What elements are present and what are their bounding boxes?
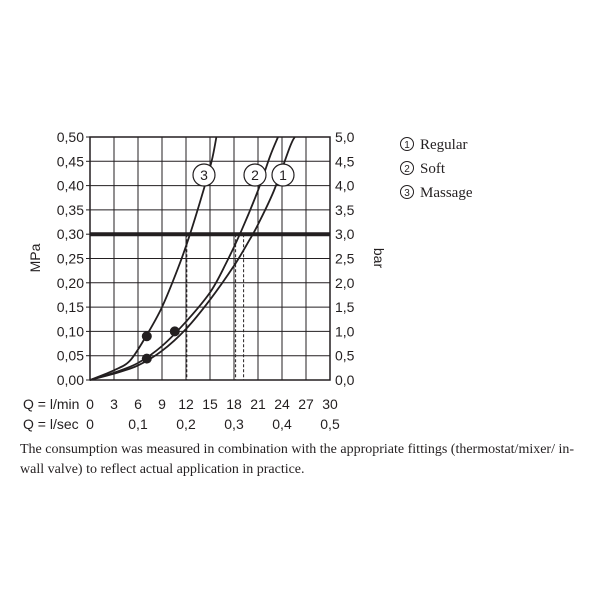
x-lsec-tick-label: 0,1	[128, 416, 148, 432]
chart-markers	[141, 326, 180, 364]
series-label-circle-regular	[271, 163, 295, 187]
series-label-soft: 2	[251, 167, 259, 183]
left-tick-label: 0,05	[57, 348, 84, 364]
chart-legend: 1 Regular 2 Soft 3 Massage	[400, 137, 473, 201]
left-axis-label: MPa	[27, 243, 43, 272]
right-axis-label: bar	[371, 248, 387, 269]
series-dot-massage	[141, 331, 152, 342]
right-tick-label: 1,0	[335, 323, 355, 339]
left-tick-label: 0,00	[57, 372, 84, 388]
left-tick-label: 0,50	[57, 129, 84, 145]
left-axis-ticks: 0,00 0,05 0,10 0,15 0,20 0,25 0,30 0,35 0,40 0,45…	[57, 129, 90, 388]
x-lmin-tick-label: 30	[322, 396, 338, 412]
left-tick-label: 0,45	[57, 153, 84, 169]
left-tick-label: 0,30	[57, 226, 84, 242]
legend-marker-circle	[400, 185, 414, 199]
right-tick-label: 4,5	[335, 153, 355, 169]
series-dot-soft	[169, 326, 180, 337]
right-tick-label: 4,0	[335, 178, 355, 194]
x-lmin-tick-label: 0	[86, 396, 94, 412]
reference-drop-lines	[186, 234, 245, 380]
x-lsec-tick-label: 0	[86, 416, 94, 432]
x-lsec-tick-label: 0,3	[224, 416, 244, 432]
x-lmin-tick-label: 9	[158, 396, 166, 412]
series-line-regular	[89, 136, 296, 381]
x-lsec-tick-label: 0,4	[272, 416, 292, 432]
left-tick-label: 0,20	[57, 275, 84, 291]
x-axis-lmin-ticks: 0 3 6 9 12 15 18 21 24 27 30	[86, 396, 338, 412]
series-marker-labels: 1 2 3	[192, 163, 295, 187]
x-axis-lsec-label: Q = l/sec	[23, 416, 79, 432]
right-tick-label: 3,0	[335, 226, 355, 242]
right-tick-label: 1,5	[335, 299, 355, 315]
left-tick-label: 0,15	[57, 299, 84, 315]
right-tick-label: 2,0	[335, 275, 355, 291]
x-lsec-tick-label: 0,2	[176, 416, 196, 432]
x-lsec-tick-label: 0,5	[320, 416, 340, 432]
legend-marker-number: 1	[404, 140, 410, 151]
x-lmin-tick-label: 18	[226, 396, 242, 412]
left-tick-label: 0,10	[57, 323, 84, 339]
right-axis-ticks: 0,0 0,5 1,0 1,5 2,0 2,5 3,0 3,5 4,0 4,5 5,0	[335, 129, 355, 388]
right-tick-label: 0,5	[335, 348, 355, 364]
series-label-circle-massage	[192, 163, 216, 187]
left-tick-label: 0,40	[57, 178, 84, 194]
x-lmin-tick-label: 3	[110, 396, 118, 412]
x-lmin-tick-label: 24	[274, 396, 290, 412]
legend-label-regular: Regular	[420, 137, 467, 153]
x-lmin-tick-label: 21	[250, 396, 266, 412]
legend-marker-circle	[400, 137, 414, 151]
right-tick-label: 2,5	[335, 251, 355, 267]
x-lmin-tick-label: 12	[178, 396, 194, 412]
legend-marker-number: 2	[404, 164, 410, 175]
legend-marker-circle	[400, 161, 414, 175]
x-axis-lmin-label: Q = l/min	[23, 396, 79, 412]
measurement-note: The consumption was measured in combinat…	[20, 442, 575, 477]
x-lmin-tick-label: 6	[134, 396, 142, 412]
series-label-circle-soft	[243, 163, 267, 187]
right-tick-label: 0,0	[335, 372, 355, 388]
x-lmin-tick-label: 15	[202, 396, 218, 412]
legend-marker-number: 3	[404, 188, 410, 199]
legend-label-soft: Soft	[420, 161, 446, 177]
chart-grid	[90, 137, 330, 380]
series-label-regular: 1	[279, 167, 287, 183]
legend-label-massage: Massage	[420, 185, 473, 201]
left-tick-label: 0,35	[57, 202, 84, 218]
series-dot-regular	[141, 353, 152, 364]
series-label-massage: 3	[200, 167, 208, 183]
right-tick-label: 3,5	[335, 202, 355, 218]
right-tick-label: 5,0	[335, 129, 355, 145]
x-lmin-tick-label: 27	[298, 396, 314, 412]
x-axis-lsec-ticks: 0 0,1 0,2 0,3 0,4 0,5	[86, 416, 340, 432]
pressure-flow-chart: 123 0,000,050,100,150,200,250,300,350,40…	[23, 129, 473, 432]
left-tick-label: 0,25	[57, 251, 84, 267]
